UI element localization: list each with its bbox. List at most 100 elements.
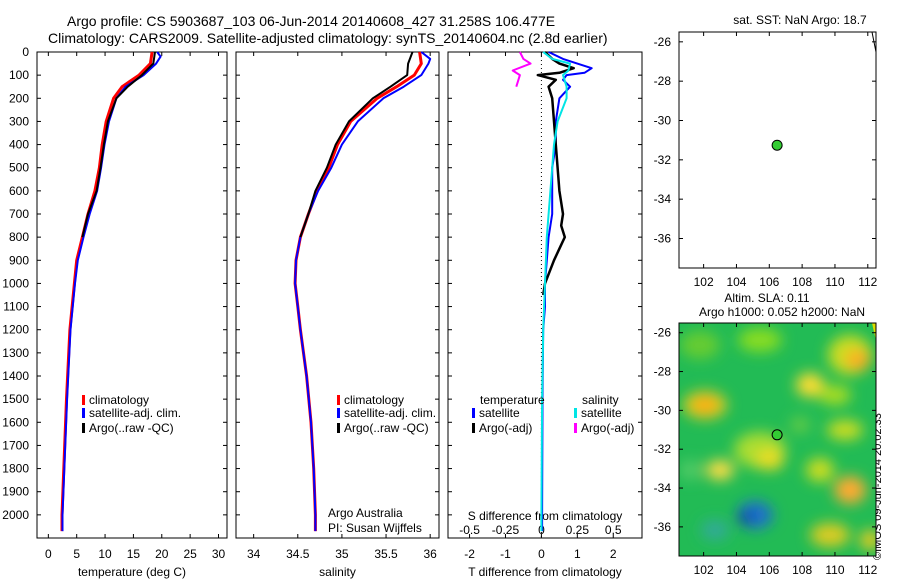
depth-tick-label: 1100	[3, 300, 29, 314]
depth-tick-label: 900	[9, 253, 29, 267]
temperature-legend-satellite-label: satellite-adj. clim.	[89, 406, 181, 420]
sst-map-title: sat. SST: NaN Argo: 18.7	[733, 13, 867, 27]
temperature-argo-line	[81, 51, 156, 238]
sla_map-xtick-label: 110	[825, 563, 844, 577]
temperature-legend-climatology-label: climatology	[89, 393, 149, 407]
sla_map-xtick-label: 106	[759, 563, 779, 577]
temperature-xtick-label: 10	[98, 547, 112, 561]
sla-map-subtitle: Argo h1000: 0.052 h2000: NaN	[699, 305, 865, 319]
depth-tick-label: 1200	[2, 323, 29, 337]
salinity-diff-tick-label: -0.5	[459, 523, 480, 537]
depth-tick-label: 100	[9, 68, 29, 82]
difference-legend-s-satellite-label: satellite	[581, 406, 622, 420]
sla_map-xtick-label: 112	[858, 563, 877, 577]
salinity-satellite-line	[294, 51, 432, 532]
difference-legend-s-argo-swatch	[574, 423, 577, 433]
sla-map-title: Altim. SLA: 0.11	[724, 291, 809, 305]
difference-xtick-label: -1	[500, 547, 511, 561]
depth-tick-label: 1300	[2, 346, 29, 360]
depth-tick-label: 1600	[2, 415, 29, 429]
temperature-satellite-line	[61, 51, 162, 532]
salinity-diff-tick-label: 0.5	[605, 523, 622, 537]
depth-tick-label: 0	[22, 45, 29, 59]
salinity-legend-climatology-swatch	[337, 395, 340, 405]
depth-tick-label: 800	[9, 230, 29, 244]
difference-legend-s-satellite-swatch	[574, 408, 577, 418]
salinity-legend-argo-swatch	[337, 423, 340, 433]
salinity-diff-tick-label: -0.25	[492, 523, 520, 537]
difference-xtick-label: 0	[538, 547, 545, 561]
difference-s-argo-line	[511, 51, 532, 87]
temperature-xtick-label: 5	[73, 547, 80, 561]
sst_map-ytick-label: -28	[654, 74, 672, 88]
sst_map-xtick-label: 108	[792, 275, 812, 289]
sla_map-ytick-label: -26	[654, 326, 672, 340]
temperature-xtick-label: 30	[212, 547, 226, 561]
temperature-legend-climatology-swatch	[82, 395, 85, 405]
sla-heatmap-field	[679, 323, 876, 556]
sla_map-ytick-label: -36	[654, 520, 672, 534]
temperature-legend-argo-label: Argo(..raw -QC)	[89, 421, 174, 435]
sst_map-xtick-label: 110	[825, 275, 844, 289]
sla_map-frame	[678, 322, 877, 557]
depth-tick-label: 700	[9, 207, 29, 221]
salinity-legend-satellite-swatch	[337, 408, 340, 418]
depth-tick-label: 300	[9, 114, 29, 128]
sla_map-xtick-label: 108	[792, 563, 812, 577]
depth-tick-label: 500	[9, 161, 29, 175]
sla_map-ytick-label: -32	[654, 442, 672, 456]
depth-tick-label: 400	[9, 138, 29, 152]
sla_map-argo-location-point	[771, 429, 783, 441]
sst_map-xtick-label: 102	[694, 275, 714, 289]
sla_map-ytick-label: -34	[654, 481, 672, 495]
temperature-legend-argo-swatch	[82, 423, 85, 433]
sst-map-coastline	[871, 31, 877, 53]
depth-tick-label: 1000	[2, 276, 29, 290]
salinity-xtick-label: 35.5	[374, 547, 398, 561]
sla_map-ytick-label: -28	[654, 365, 672, 379]
sst_map-argo-location-point	[771, 139, 783, 151]
difference-legend-temperature-title: temperature	[480, 393, 545, 407]
sst_map-xtick-label: 106	[759, 275, 779, 289]
sst_map-frame	[678, 31, 877, 269]
sst_map-ytick-label: -30	[654, 114, 672, 128]
salinity-legend-satellite-label: satellite-adj. clim.	[344, 406, 436, 420]
figure-title-line1: Argo profile: CS 5903687_103 06-Jun-2014…	[67, 13, 556, 29]
temperature-xlabel: temperature (deg C)	[78, 565, 186, 579]
sst_map-xtick-label: 112	[858, 275, 877, 289]
depth-tick-label: 600	[9, 184, 29, 198]
salinity-legend-climatology-label: climatology	[344, 393, 404, 407]
difference-legend-t-satellite-swatch	[472, 408, 475, 418]
sst_map-ytick-label: -34	[654, 192, 672, 206]
depth-tick-label: 1500	[2, 392, 29, 406]
difference-top-xlabel: S difference from climatology	[468, 509, 623, 523]
difference-xtick-label: 2	[610, 547, 617, 561]
sla_map-xtick-label: 104	[726, 563, 746, 577]
salinity-plot-frame	[235, 51, 440, 539]
sla_map-xtick-label: 102	[694, 563, 714, 577]
difference-legend-t-argo-label: Argo(-adj)	[479, 421, 532, 435]
depth-tick-label: 2000	[2, 508, 29, 522]
depth-tick-label: 1400	[2, 369, 29, 383]
difference-legend-t-argo-swatch	[472, 423, 475, 433]
argo-program-annotation: Argo Australia	[328, 506, 403, 520]
salinity-xtick-label: 34.5	[286, 547, 310, 561]
temperature-xtick-label: 20	[155, 547, 169, 561]
salinity-legend-argo-label: Argo(..raw -QC)	[344, 421, 429, 435]
depth-tick-label: 1900	[2, 485, 29, 499]
difference-legend-s-argo-label: Argo(-adj)	[581, 421, 634, 435]
sst_map-ytick-label: -36	[654, 232, 672, 246]
figure-title-line2: Climatology: CARS2009. Satellite-adjuste…	[48, 30, 608, 46]
temperature-plot-frame	[36, 51, 228, 539]
difference-xtick-label: 1	[574, 547, 581, 561]
temperature-xtick-label: 25	[183, 547, 197, 561]
depth-tick-label: 1700	[2, 438, 29, 452]
temperature-legend-satellite-swatch	[82, 408, 85, 418]
salinity-xtick-label: 34	[247, 547, 261, 561]
sst_map-ytick-label: -26	[654, 35, 672, 49]
pi-annotation: PI: Susan Wijffels	[328, 521, 422, 535]
salinity-argo-line	[299, 51, 414, 238]
sst_map-xtick-label: 104	[726, 275, 746, 289]
sla_map-ytick-label: -30	[654, 403, 672, 417]
salinity-xtick-label: 35	[335, 547, 349, 561]
